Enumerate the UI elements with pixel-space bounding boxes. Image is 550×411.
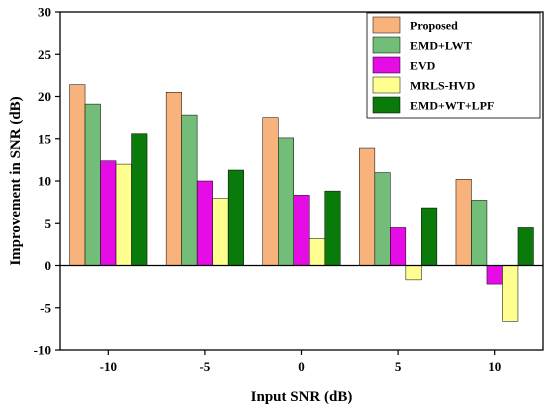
y-tick-label: 25 <box>38 47 52 62</box>
y-tick-label: 0 <box>45 258 52 273</box>
x-tick-label: 10 <box>488 359 501 374</box>
x-axis-ticks: -10 -5 0 5 10 <box>100 350 501 374</box>
legend-swatch <box>372 56 401 74</box>
bar-2-5 <box>471 200 488 266</box>
bar-4-3 <box>309 238 325 266</box>
legend-label: Proposed <box>410 19 458 33</box>
legend-label: EMD+WT+LPF <box>410 99 494 113</box>
legend-label: EMD+LWT <box>410 39 472 53</box>
y-tick-label: 10 <box>38 174 51 189</box>
legend-swatch <box>372 36 401 54</box>
legend-label: MRLS-HVD <box>410 79 476 93</box>
bar-1-4 <box>359 147 376 266</box>
y-axis-title: Improvement in SNR (dB) <box>8 96 24 265</box>
legend-swatch <box>372 16 401 34</box>
x-tick-label: -5 <box>199 359 210 374</box>
bars-group <box>69 84 534 322</box>
legend-label: EVD <box>410 59 436 73</box>
bar-1-5 <box>455 179 472 266</box>
bar-5-1 <box>131 133 148 266</box>
y-tick-label: 15 <box>38 131 52 146</box>
bar-3-1 <box>100 160 117 266</box>
bar-5-4 <box>421 207 438 266</box>
bar-2-3 <box>278 137 294 266</box>
x-tick-label: 5 <box>395 359 402 374</box>
bar-4-1 <box>115 163 132 266</box>
bar-3-3 <box>293 195 310 266</box>
bar-4-4 <box>405 265 422 281</box>
bar-5-5 <box>517 227 534 266</box>
y-tick-label: -5 <box>40 300 51 315</box>
x-axis-title: Input SNR (dB) <box>251 389 353 405</box>
bar-4-2 <box>212 198 229 266</box>
bar-3-2 <box>196 180 213 266</box>
bar-3-4 <box>390 227 407 266</box>
y-tick-label: 30 <box>38 5 51 20</box>
y-axis-ticks: -10 -5 0 5 10 15 20 25 30 <box>34 5 60 358</box>
x-tick-label: 0 <box>298 359 305 374</box>
bar-3-5 <box>486 265 503 285</box>
bar-1-1 <box>69 84 86 266</box>
bar-1-2 <box>165 92 182 266</box>
y-tick-label: 5 <box>45 216 52 231</box>
y-tick-label: 20 <box>38 89 51 104</box>
bar-2-1 <box>84 103 101 266</box>
bar-2-4 <box>374 172 391 266</box>
y-tick-label: -10 <box>34 343 51 358</box>
legend: Proposed EMD+LWT EVD MRLS-HVD EMD+WT+LPF <box>366 12 541 119</box>
bar-1-3 <box>262 117 279 266</box>
bar-4-5 <box>502 265 519 322</box>
bar-2-2 <box>181 114 198 266</box>
bar-5-2 <box>227 169 244 266</box>
bar-5-3 <box>324 190 341 266</box>
x-tick-label: -10 <box>100 359 117 374</box>
legend-swatch <box>372 76 401 94</box>
legend-swatch <box>372 96 401 114</box>
